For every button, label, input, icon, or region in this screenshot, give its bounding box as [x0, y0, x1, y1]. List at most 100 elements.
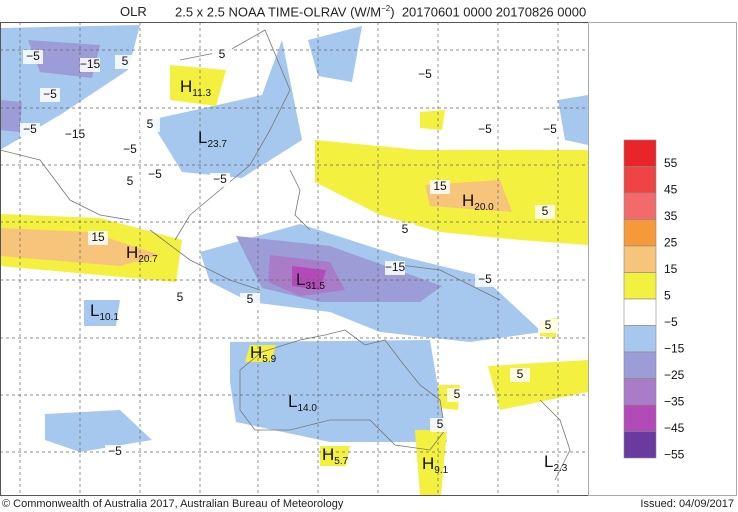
center-letter: L — [544, 452, 553, 471]
title-text: 2.5 x 2.5 NOAA TIME-OLRAV (W/M−2) 201706… — [175, 4, 586, 19]
legend-swatch — [623, 431, 657, 459]
legend-label: −5 — [664, 315, 678, 329]
contour-label: 15 — [91, 230, 105, 244]
contour-label: 5 — [437, 417, 444, 431]
label-bg — [510, 368, 530, 382]
legend-label: −55 — [664, 448, 685, 462]
contour-label: 5 — [122, 54, 129, 68]
label-bg — [65, 128, 85, 142]
legend-label: 45 — [664, 183, 678, 197]
legend-swatch — [623, 325, 657, 353]
contour-label: −5 — [123, 142, 137, 156]
center-value: 2.3 — [553, 463, 567, 474]
center-letter: L — [198, 128, 207, 147]
center-value: 20.0 — [474, 202, 494, 213]
contour-label: −5 — [26, 49, 40, 63]
contour-label: −5 — [478, 122, 492, 136]
label-bg — [240, 293, 260, 307]
legend-label: −45 — [664, 421, 685, 435]
label-bg — [395, 223, 415, 237]
title-prefix: OLR — [120, 4, 147, 19]
legend-swatch — [623, 351, 657, 379]
pressure-center: H20.7 — [126, 243, 158, 265]
contour-label: 5 — [219, 47, 226, 61]
legend-label: 35 — [664, 209, 678, 223]
label-bg — [538, 319, 558, 333]
label-bg — [415, 68, 435, 82]
center-value: 5.7 — [334, 456, 348, 467]
legend-swatch — [623, 139, 657, 167]
legend-swatch — [623, 272, 657, 300]
center-value: 5.9 — [262, 354, 276, 365]
legend-label: 55 — [664, 156, 678, 170]
legend-frame — [588, 22, 737, 496]
olr-fields — [0, 22, 588, 495]
legend: 55 45 35 25 15 5 −5 −15 −25 −35 −45 −55 — [623, 139, 685, 462]
contour-label: 5 — [454, 387, 461, 401]
title: OLR 2.5 x 2.5 NOAA TIME-OLRAV (W/M−2) 20… — [0, 4, 738, 49]
legend-swatch — [623, 219, 657, 247]
label-bg — [120, 175, 140, 189]
pressure-center: H11.3 — [180, 77, 211, 99]
label-bg — [430, 180, 450, 194]
contour-label: −15 — [80, 57, 101, 71]
label-bg — [475, 123, 495, 137]
label-bg — [540, 123, 560, 137]
center-value: 23.7 — [207, 139, 227, 150]
contour-label: −15 — [385, 260, 406, 274]
contour-label: −5 — [543, 122, 557, 136]
label-bg — [385, 261, 405, 275]
contour-label: 5 — [542, 204, 549, 218]
legend-label: −25 — [664, 368, 685, 382]
center-letter: L — [288, 392, 297, 411]
legend-swatch — [623, 298, 657, 326]
label-bg — [535, 205, 555, 219]
pressure-center: L31.5 — [296, 270, 325, 292]
legend-label: 25 — [664, 236, 678, 250]
label-bg — [115, 55, 135, 69]
pressure-center: H20.0 — [462, 191, 494, 213]
title-period: 20170601 0000 20170826 0000 — [401, 4, 587, 20]
contour-label: 5 — [247, 292, 254, 306]
label-bg — [430, 418, 450, 432]
contour-label: −5 — [23, 122, 37, 136]
legend-label: −15 — [664, 342, 685, 356]
label-bg — [88, 231, 108, 245]
contour-label: −5 — [108, 444, 122, 458]
label-bg — [170, 291, 190, 305]
contour-label: −5 — [213, 172, 227, 186]
center-value: 31.5 — [305, 281, 325, 292]
contour-label: 5 — [545, 318, 552, 332]
copyright: © Commonwealth of Australia 2017, Austra… — [2, 498, 344, 510]
legend-label: 15 — [664, 262, 678, 276]
legend-swatch — [623, 378, 657, 406]
label-bg — [105, 445, 125, 459]
pressure-center: H5.9 — [250, 343, 277, 365]
labels: −5 −15 −5 5 −5 −15 5 −5 −5 −5 5 −5 −5 5 −5 15 15 5 −15 −5 5 5… — [20, 47, 560, 459]
contour-label: 15 — [433, 179, 447, 193]
legend-swatch — [623, 404, 657, 432]
center-letter: H — [250, 343, 262, 362]
label-bg — [40, 88, 60, 102]
title-end: ) — [390, 4, 395, 20]
pressure-center: L2.3 — [544, 452, 568, 474]
label-bg — [145, 168, 165, 182]
pressure-center: L10.1 — [90, 301, 119, 323]
legend-swatch — [623, 192, 657, 220]
label-bg — [475, 273, 495, 287]
center-letter: H — [322, 445, 334, 464]
label-bg — [120, 143, 140, 157]
center-letter: H — [462, 191, 474, 210]
coastlines — [0, 29, 571, 481]
center-letter: L — [90, 301, 99, 320]
center-letter: L — [296, 270, 305, 289]
grid — [0, 22, 588, 495]
legend-swatch — [623, 245, 657, 273]
label-bg — [212, 48, 232, 62]
contour-label: 5 — [517, 367, 524, 381]
title-main: 2.5 x 2.5 NOAA TIME-OLRAV (W/M — [175, 4, 382, 20]
center-value: 10.1 — [99, 312, 119, 323]
contour-label: −15 — [65, 127, 86, 141]
